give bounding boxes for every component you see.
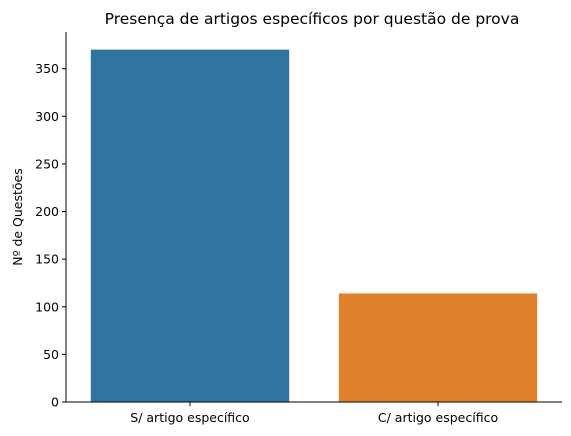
y-tick-label: 0 (51, 395, 59, 410)
y-tick-label: 250 (35, 156, 59, 171)
y-tick-label: 300 (35, 109, 59, 124)
y-tick-label: 350 (35, 61, 59, 76)
y-axis-label: Nº de Questões (10, 168, 25, 266)
y-axis-ticks: 0 50 100 150 200 250 300 350 (35, 61, 66, 410)
bar-2 (338, 293, 538, 402)
bars-group (90, 49, 538, 402)
x-tick-label: C/ artigo específico (378, 410, 498, 425)
y-tick-label: 50 (43, 347, 59, 362)
y-tick-label: 150 (35, 252, 59, 267)
bar-1 (90, 49, 290, 402)
y-tick-label: 200 (35, 204, 59, 219)
y-tick-label: 100 (35, 299, 59, 314)
x-tick-label: S/ artigo específico (130, 410, 249, 425)
x-axis-ticks: S/ artigo específico C/ artigo específico (130, 402, 498, 425)
chart-title: Presença de artigos específicos por ques… (105, 10, 520, 28)
